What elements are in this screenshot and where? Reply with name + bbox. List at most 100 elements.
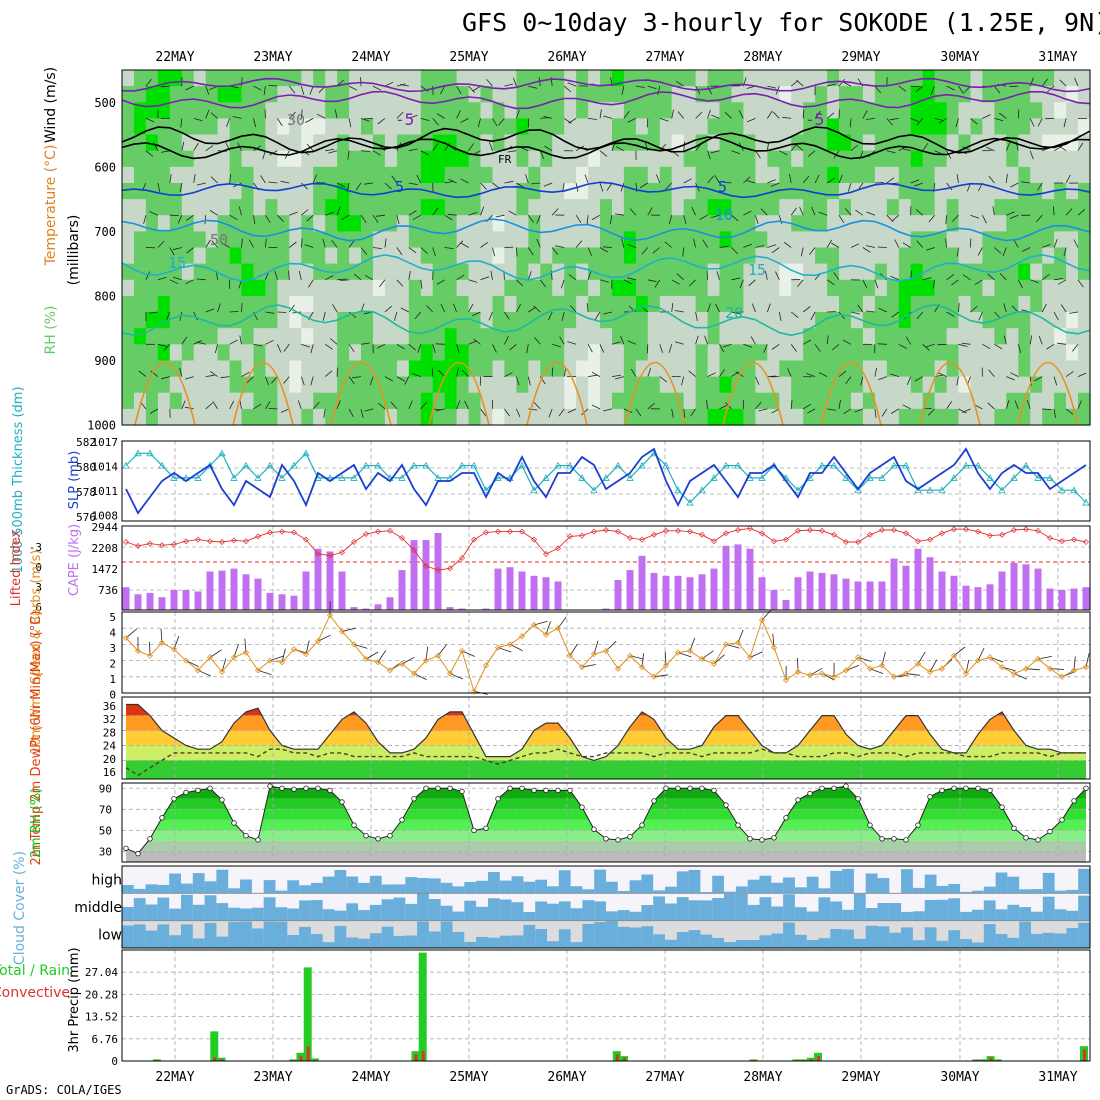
rh-cell (289, 231, 302, 249)
rh-cell (384, 118, 398, 136)
rh-point (615, 837, 621, 843)
li-point (123, 539, 129, 545)
rh-cell (1030, 134, 1043, 152)
rh-cell (839, 118, 852, 136)
wind-barb (796, 144, 804, 152)
rh-cell (647, 392, 661, 410)
wind-barb (212, 401, 218, 410)
wind-barb (575, 240, 583, 248)
cape-bar (398, 570, 406, 610)
rh-cell (719, 279, 733, 297)
cloud-cell (877, 926, 890, 948)
rh-cell (779, 118, 792, 136)
wind-barb (384, 81, 394, 87)
rh-cell (982, 344, 995, 361)
rh-cell (934, 376, 948, 394)
rh-cell (432, 360, 446, 378)
wind-barb (348, 239, 355, 248)
rh-cell (1054, 312, 1067, 329)
rh-cell (683, 199, 697, 216)
rh-cell (361, 344, 374, 361)
rh-cell (265, 279, 278, 297)
thickness-point (710, 474, 718, 481)
wind-barb (843, 408, 852, 415)
li-point (567, 533, 573, 540)
rh-cell (1006, 392, 1019, 410)
wind-barb (974, 404, 983, 410)
rh-cell (528, 150, 541, 168)
bottom-date-label: 29MAY (841, 1070, 880, 1085)
rh-cell (564, 312, 577, 329)
wind-barb (539, 150, 545, 160)
cloud-cell (570, 908, 583, 921)
rh-cell (719, 360, 733, 378)
li-point (759, 530, 765, 537)
rh-cell (1054, 263, 1067, 281)
rh-cell (313, 360, 326, 378)
rh-cell (361, 392, 374, 410)
wind-barb (1059, 79, 1067, 87)
li-point (207, 538, 213, 545)
thickness-point (602, 474, 610, 481)
rh-cell (970, 376, 984, 394)
rh-cell (265, 392, 278, 410)
wind-barb (492, 118, 498, 127)
thickness-point (938, 486, 946, 494)
rh-cell (946, 295, 960, 313)
cloud-cell (995, 872, 1008, 894)
cloud-cell (830, 901, 843, 921)
thickness-point (1046, 474, 1054, 481)
rh-cell (504, 102, 517, 119)
wind-barb (671, 109, 674, 119)
cloud-cell (700, 892, 713, 894)
rh-cell (803, 247, 816, 265)
wind-speed-point (974, 657, 982, 664)
rh-cell (277, 215, 290, 232)
rh-cell (743, 328, 756, 345)
wind-barb (992, 206, 995, 216)
wind-barb (916, 311, 924, 320)
temp-band (126, 760, 1086, 779)
rh-cell (253, 376, 267, 394)
rh-cell (898, 70, 912, 87)
rh-cell (313, 183, 326, 200)
cloud-cell (1042, 932, 1056, 948)
rh-cell (468, 360, 482, 378)
rh-cell (468, 102, 482, 119)
rh-cell (851, 118, 864, 136)
dewpoint-line (125, 748, 1086, 777)
cloud-cell (334, 925, 347, 948)
wind-barb (432, 247, 436, 257)
wind-speed-point (794, 668, 802, 676)
rh-cell (731, 215, 745, 232)
wind-barb (994, 247, 1002, 254)
thickness-point (950, 474, 958, 481)
cloud-cell (582, 889, 595, 894)
rh-cell (169, 102, 183, 119)
rh-cell (492, 295, 506, 313)
rh-cell (683, 150, 697, 168)
rh-cell (552, 166, 565, 184)
rh-cell (301, 376, 314, 394)
wind-barb (603, 311, 613, 315)
cape-bar (410, 540, 418, 610)
wind-barb (210, 176, 218, 184)
rh-cell (791, 392, 804, 410)
cloud-cell (806, 876, 819, 894)
rh-cell (970, 279, 984, 297)
thickness-point (662, 461, 670, 469)
rh-cell (277, 344, 290, 361)
wind-barb (440, 85, 446, 95)
rh-cell (384, 295, 398, 313)
wind-barb (372, 150, 381, 156)
rh-cell (528, 166, 541, 184)
rh-cell (145, 247, 159, 265)
wind-barb (563, 85, 572, 93)
rh-cell (516, 231, 529, 249)
rh-cell (659, 183, 673, 200)
rh-cell (922, 199, 936, 216)
wind-barb (1029, 335, 1033, 345)
precip-convective-bar (623, 1057, 626, 1061)
wind-barb (205, 308, 215, 313)
rh-cell (612, 183, 625, 200)
